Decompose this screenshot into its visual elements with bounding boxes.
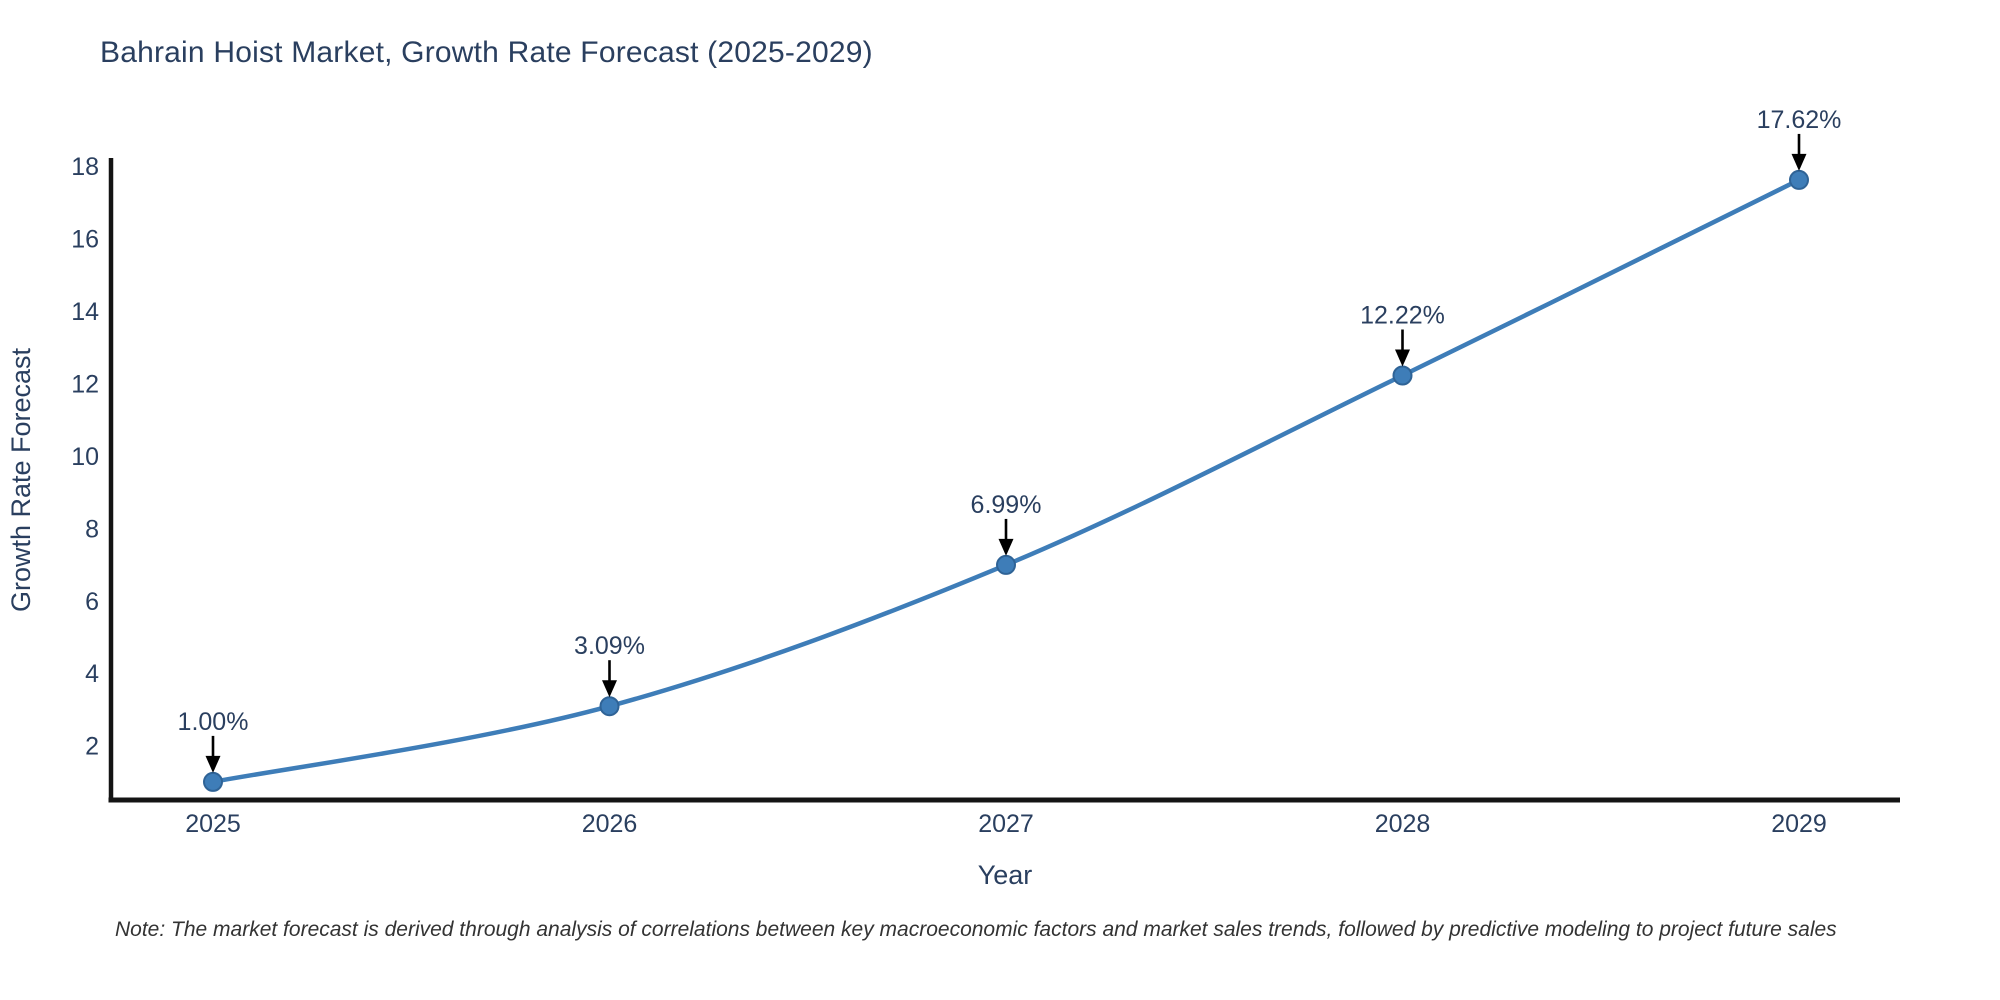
y-tick-label: 2 — [85, 733, 99, 761]
x-tick-label: 2026 — [582, 810, 638, 838]
x-tick-label: 2029 — [1771, 810, 1827, 838]
y-tick-label: 18 — [71, 153, 99, 181]
data-point-label: 3.09% — [574, 632, 645, 660]
data-point-label: 1.00% — [178, 708, 249, 736]
data-point-marker — [1392, 365, 1413, 386]
y-tick-label: 4 — [85, 660, 99, 688]
y-axis-title: Growth Rate Forecast — [6, 347, 36, 612]
data-point-marker — [203, 771, 223, 792]
data-point-marker — [1789, 169, 1809, 190]
data-point-marker — [599, 696, 620, 717]
annotation-arrowhead-icon — [998, 538, 1014, 556]
y-tick-label: 6 — [85, 588, 99, 616]
chart-title: Bahrain Hoist Market, Growth Rate Foreca… — [100, 36, 873, 69]
annotation-arrowhead-icon — [1791, 153, 1807, 171]
y-tick-label: 8 — [85, 515, 99, 543]
forecast-line — [210, 177, 1802, 785]
y-tick-label: 12 — [71, 370, 99, 398]
data-point-label: 17.62% — [1757, 106, 1842, 134]
y-tick-label: 14 — [71, 298, 99, 326]
data-point-label: 6.99% — [971, 491, 1042, 519]
annotation-arrowhead-icon — [602, 680, 617, 698]
y-tick-label: 16 — [71, 226, 99, 254]
data-point-label: 12.22% — [1360, 302, 1445, 330]
x-tick-label: 2027 — [978, 810, 1034, 838]
x-axis-title: Year — [978, 860, 1033, 890]
footnote: Note: The market forecast is derived thr… — [115, 918, 1837, 941]
annotation-arrowhead-icon — [1395, 349, 1410, 367]
data-point-marker — [996, 554, 1016, 575]
annotation-arrowhead-icon — [205, 755, 221, 773]
y-tick-label: 10 — [71, 443, 99, 471]
x-tick-label: 2028 — [1375, 810, 1431, 838]
x-tick-label: 2025 — [185, 810, 241, 838]
